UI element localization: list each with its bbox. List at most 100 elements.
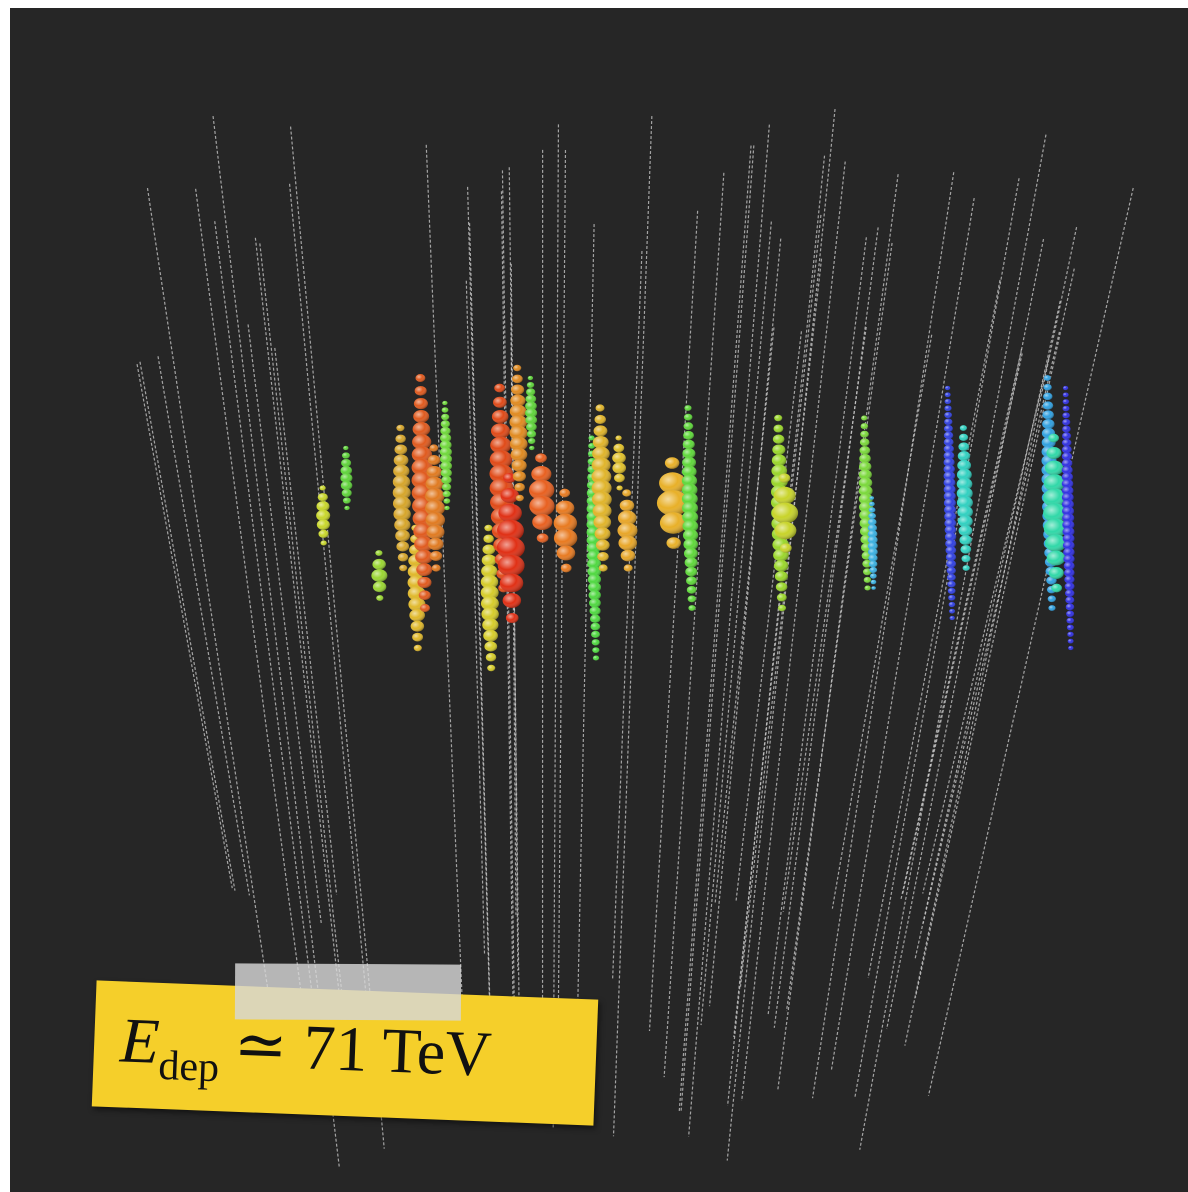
hit	[414, 398, 428, 409]
hit-shine	[684, 414, 692, 421]
hit	[620, 500, 635, 512]
hit	[394, 444, 407, 454]
hit-shine	[341, 481, 352, 490]
hit	[511, 448, 528, 461]
hit	[774, 415, 782, 421]
hit-shine	[959, 434, 968, 441]
hit	[527, 430, 536, 437]
hit	[772, 503, 798, 524]
hit-shine	[1067, 632, 1073, 637]
hit-shine	[415, 374, 425, 382]
hit	[483, 535, 493, 543]
hit	[412, 633, 423, 642]
hit-shine	[772, 444, 785, 454]
hit	[413, 410, 429, 423]
hit	[944, 418, 952, 425]
hit	[1068, 639, 1074, 644]
hit	[1048, 605, 1055, 611]
hit	[442, 483, 451, 490]
hit-shine	[419, 590, 431, 600]
hit-shine	[778, 605, 786, 611]
hit	[871, 586, 876, 590]
hit	[613, 444, 624, 453]
hit	[683, 431, 694, 440]
hit	[667, 537, 681, 549]
hit-shine	[591, 623, 601, 631]
hit	[1048, 434, 1059, 443]
hit	[1051, 584, 1062, 593]
hit-shine	[554, 529, 577, 548]
hit-shine	[959, 525, 973, 536]
hit-shine	[945, 392, 951, 397]
hit	[484, 525, 492, 531]
hit-shine	[482, 554, 497, 566]
hit-shine	[528, 376, 533, 380]
hit	[1063, 392, 1069, 397]
hit	[482, 618, 498, 631]
hit	[396, 425, 404, 431]
hit-shine	[503, 593, 521, 608]
hit-shine	[590, 615, 600, 623]
hit	[860, 431, 869, 438]
hit-shine	[592, 647, 599, 653]
hit	[869, 502, 875, 507]
hit	[493, 397, 507, 408]
hit-shine	[1062, 432, 1071, 439]
hit-shine	[688, 596, 696, 603]
hit-shine	[1043, 401, 1053, 409]
hit	[1066, 611, 1074, 617]
hit-shine	[483, 535, 493, 543]
hit-shine	[959, 535, 971, 545]
hit-shine	[871, 580, 877, 585]
hit-shine	[443, 498, 450, 503]
hit-shine	[944, 412, 952, 418]
hit	[344, 506, 349, 510]
hit-shine	[947, 574, 956, 581]
hit-shine	[1065, 589, 1074, 597]
hit	[685, 557, 698, 567]
hit-shine	[1067, 625, 1074, 631]
hit	[773, 435, 784, 444]
hit-shine	[592, 639, 600, 645]
hit	[1043, 401, 1053, 409]
hit	[1046, 447, 1061, 459]
hit-shine	[864, 585, 870, 590]
hit-shine	[396, 541, 409, 551]
hit-shine	[441, 414, 449, 420]
hit	[528, 438, 535, 444]
hit	[482, 544, 495, 554]
hit	[394, 518, 410, 531]
hit	[612, 453, 626, 464]
hit-shine	[394, 454, 409, 466]
hit	[441, 414, 449, 420]
hit	[512, 459, 527, 471]
hit-shine	[344, 506, 349, 510]
hit	[514, 483, 525, 492]
hit	[688, 596, 696, 603]
hit-shine	[963, 565, 970, 571]
hit-shine	[871, 586, 876, 590]
hit-shine	[484, 525, 492, 531]
hit-shine	[944, 405, 951, 411]
hit-shine	[775, 522, 797, 539]
hit-shine	[1042, 419, 1054, 429]
hit-shine	[528, 438, 535, 444]
hit-shine	[944, 432, 953, 440]
hit	[774, 560, 788, 572]
hit	[411, 621, 424, 632]
hit	[621, 550, 636, 562]
hit	[947, 574, 956, 581]
hit	[616, 485, 622, 490]
hit-shine	[589, 598, 601, 607]
hit-shine	[775, 571, 788, 581]
hit-shine	[1063, 386, 1068, 390]
hit-shine	[514, 483, 525, 492]
hit-shine	[498, 504, 521, 523]
hit-shine	[376, 595, 383, 601]
hit-shine	[513, 471, 526, 481]
hit	[1043, 384, 1051, 391]
hit	[618, 536, 637, 551]
hit	[441, 476, 451, 484]
hit	[443, 498, 450, 503]
hit	[428, 455, 440, 465]
